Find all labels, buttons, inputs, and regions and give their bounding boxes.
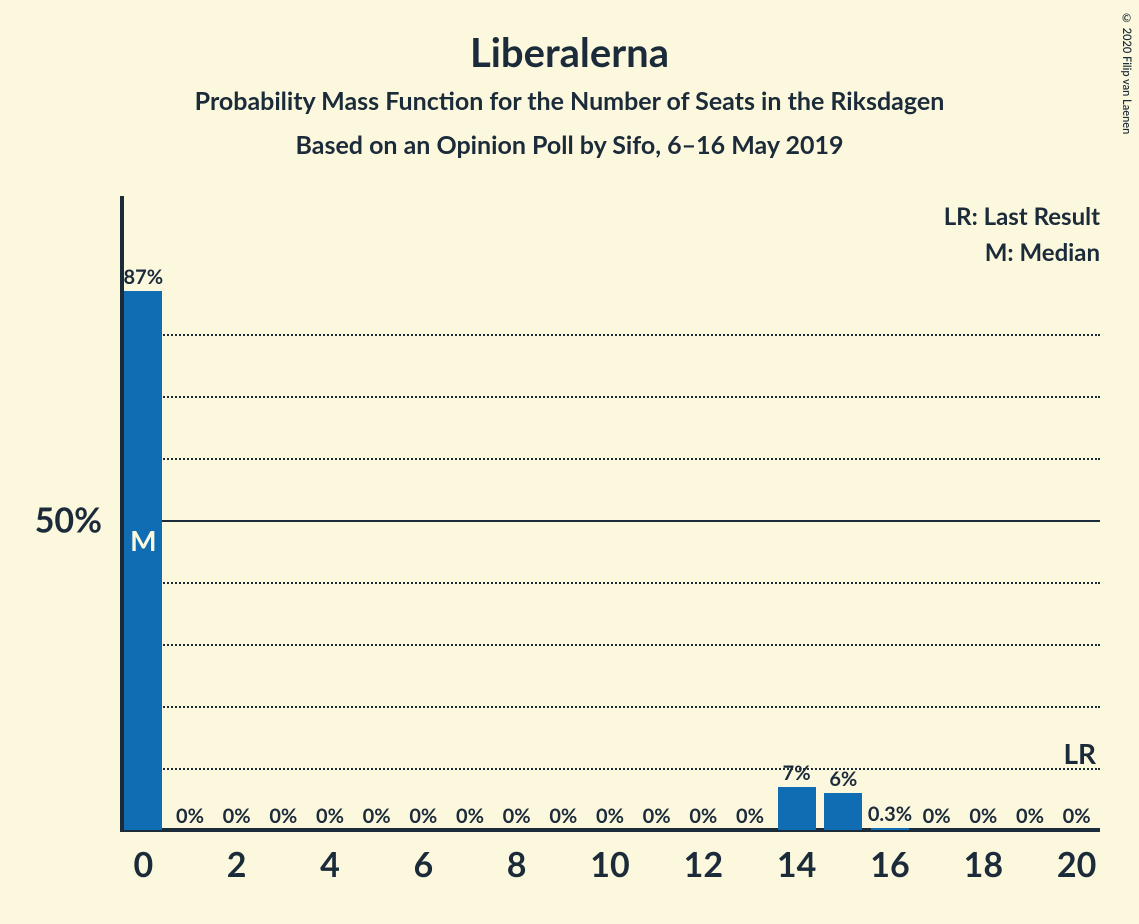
- legend-lr: LR: Last Result: [944, 202, 1100, 231]
- x-tick-label: 2: [227, 844, 247, 885]
- bar: [871, 828, 909, 830]
- chart-subtitle-1: Probability Mass Function for the Number…: [0, 86, 1139, 116]
- gridline: [120, 768, 1100, 770]
- chart-root: Liberalerna Probability Mass Function fo…: [0, 0, 1139, 924]
- bar-value-label: 87%: [124, 265, 164, 289]
- bar-value-label: 0%: [363, 804, 391, 828]
- bar-value-label: 6%: [829, 767, 857, 791]
- gridline-solid: [120, 520, 1100, 522]
- bar: [824, 793, 862, 830]
- bar-value-label: 0%: [643, 804, 671, 828]
- bar-value-label: 0%: [316, 804, 344, 828]
- gridline: [120, 582, 1100, 584]
- bar-value-label: 0%: [176, 804, 204, 828]
- bar-value-label: 0%: [549, 804, 577, 828]
- y-tick-label: 50%: [35, 500, 102, 541]
- chart-title: Liberalerna: [0, 28, 1139, 76]
- plot-area: LR M 87% 0% 0% 0% 0% 0% 0% 0% 0% 0% 0% 0% 0% 0% 7% 6% 0.3%…: [120, 210, 1100, 830]
- chart-subtitle-2: Based on an Opinion Poll by Sifo, 6–16 M…: [0, 130, 1139, 160]
- x-tick-label: 6: [413, 844, 433, 885]
- gridline: [120, 644, 1100, 646]
- x-tick-label: 20: [1057, 844, 1096, 885]
- x-axis: [120, 828, 1100, 832]
- x-tick-label: 8: [507, 844, 527, 885]
- x-tick-label: 4: [320, 844, 340, 885]
- bar-value-label: 0%: [503, 804, 531, 828]
- x-tick-label: 14: [777, 844, 816, 885]
- gridline: [120, 458, 1100, 460]
- x-tick-label: 12: [684, 844, 723, 885]
- bar-value-label: 0%: [596, 804, 624, 828]
- bar: [778, 787, 816, 830]
- median-marker: M: [130, 523, 156, 557]
- bar-value-label: 0%: [223, 804, 251, 828]
- gridline: [120, 396, 1100, 398]
- x-tick-label: 18: [964, 844, 1003, 885]
- bar-value-label: 0%: [269, 804, 297, 828]
- bar-value-label: 0%: [1016, 804, 1044, 828]
- bar-value-label: 0%: [689, 804, 717, 828]
- bar-value-label: 0%: [923, 804, 951, 828]
- x-tick-label: 16: [870, 844, 909, 885]
- x-tick-label: 0: [133, 844, 153, 885]
- x-tick-label: 10: [590, 844, 629, 885]
- bar-value-label: 0%: [969, 804, 997, 828]
- lr-marker: LR: [1063, 736, 1096, 770]
- bar: M: [124, 291, 162, 830]
- legend-median: M: Median: [985, 238, 1100, 267]
- bar-value-label: 0%: [736, 804, 764, 828]
- gridline: [120, 706, 1100, 708]
- bar-value-label: 0.3%: [868, 802, 912, 826]
- copyright-text: © 2020 Filip van Laenen: [1120, 12, 1133, 134]
- gridline: [120, 334, 1100, 336]
- bar-value-label: 0%: [409, 804, 437, 828]
- bar-value-label: 7%: [783, 761, 811, 785]
- bar-value-label: 0%: [456, 804, 484, 828]
- bar-value-label: 0%: [1063, 804, 1091, 828]
